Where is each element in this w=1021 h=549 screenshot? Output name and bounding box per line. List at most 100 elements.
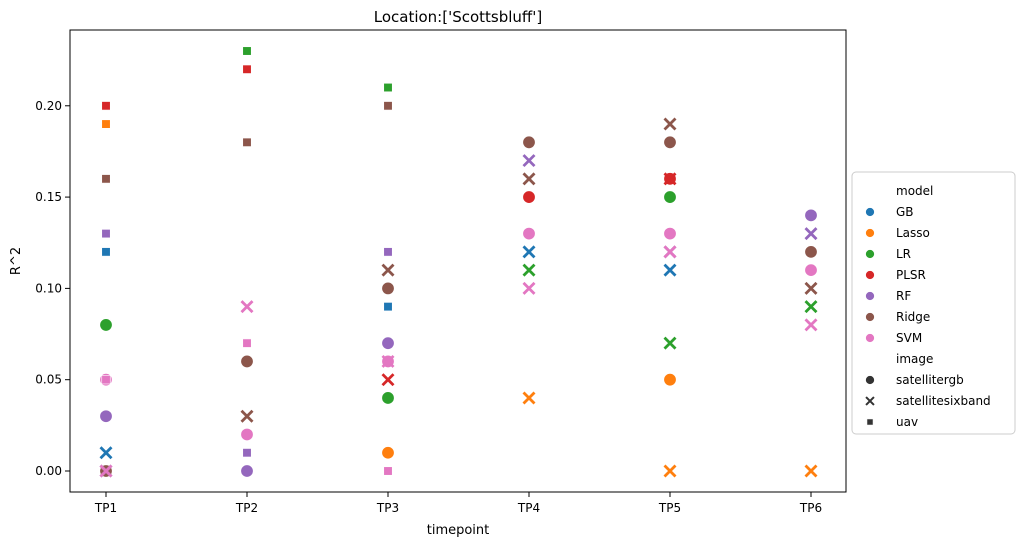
point-tp1-svm-satellitesixband: [99, 464, 113, 478]
x-tick-label: TP2: [235, 501, 258, 515]
x-tick-label: TP1: [94, 501, 117, 515]
legend-marker-satellitesixband: [865, 396, 875, 406]
point-tp6-lr-satellitesixband: [804, 300, 818, 314]
point-tp2-svm-uav: [242, 338, 252, 348]
point-tp5-ridge-satellitesixband: [663, 117, 677, 131]
point-tp4-lr-satellitesixband: [522, 263, 536, 277]
point-tp5-lr-satellitesixband: [663, 336, 677, 350]
point-tp6-ridge-satellitesixband: [804, 281, 818, 295]
y-axis-label: R^2: [9, 247, 24, 275]
x-tick-label: TP4: [517, 501, 540, 515]
y-tick-label: 0.05: [35, 373, 62, 387]
point-tp1-svm-uav: [101, 375, 111, 385]
x-tick-label: TP5: [658, 501, 681, 515]
data-points: [99, 46, 818, 478]
point-tp4-gb-satellitesixband: [522, 245, 536, 259]
y-tick-label: 0.10: [35, 281, 62, 295]
point-tp2-ridge-satellitesixband: [240, 409, 254, 423]
point-tp2-svm-satellitesixband: [240, 300, 254, 314]
point-tp2-ridge-uav: [242, 137, 252, 147]
point-tp3-gb-uav: [383, 302, 393, 312]
point-tp4-ridge-satellitesixband: [522, 172, 536, 186]
point-tp5-lr-satellitergb: [663, 190, 677, 204]
point-tp5-gb-satellitesixband: [663, 263, 677, 277]
legend-marker-lasso: [865, 228, 875, 238]
point-tp2-rf-satellitergb: [240, 464, 254, 478]
legend-label-ridge: Ridge: [896, 310, 930, 324]
point-tp2-plsr-uav: [242, 64, 252, 74]
x-tick-label: TP6: [799, 501, 822, 515]
point-tp5-ridge-satellitergb: [663, 135, 677, 150]
point-tp3-ridge-uav: [383, 101, 393, 111]
legend-label-rf: RF: [896, 289, 911, 303]
legend-marker-satellitergb: [865, 375, 875, 385]
point-tp5-plsr-satellitesixband: [663, 172, 677, 186]
point-tp5-lasso-satellitergb: [663, 372, 677, 387]
point-tp1-gb-uav: [101, 247, 111, 257]
legend-label-lr: LR: [896, 247, 911, 261]
x-axis-label: timepoint: [427, 523, 490, 538]
legend-marker-gb: [865, 207, 875, 217]
point-tp1-lr-satellitergb: [99, 318, 113, 332]
point-tp3-svm-uav: [383, 466, 393, 476]
legend-label-satellitergb: satellitergb: [896, 373, 964, 387]
point-tp3-rf-uav: [383, 247, 393, 257]
legend-label-plsr: PLSR: [896, 268, 926, 282]
legend-marker-plsr: [865, 270, 875, 280]
point-tp3-lr-satellitergb: [381, 391, 395, 405]
legend-marker-uav: [866, 418, 874, 426]
point-tp3-rf-satellitergb: [381, 336, 395, 350]
point-tp4-svm-satellitesixband: [522, 281, 536, 295]
legend-label-gb: GB: [896, 205, 914, 219]
axis-ticks: TP1 TP2 TP3 TP4 TP5 TP6 0.00 0.05 0.10 0.15 0.20: [35, 99, 822, 515]
point-tp2-rf-uav: [242, 448, 252, 458]
legend-title-model: model: [896, 184, 933, 198]
point-tp1-gb-satellitesixband: [99, 446, 113, 460]
point-tp3-ridge-satellitesixband: [381, 263, 395, 277]
point-tp6-svm-satellitesixband: [804, 318, 818, 332]
point-tp6-rf-satellitergb: [804, 208, 818, 223]
point-tp2-svm-satellitergb: [240, 427, 254, 442]
point-tp6-lasso-satellitesixband: [804, 464, 818, 478]
legend-marker-ridge: [865, 312, 875, 322]
point-tp4-plsr-satellitergb: [522, 190, 536, 204]
legend-label-satellitesixband: satellitesixband: [896, 394, 991, 408]
point-tp3-lasso-satellitergb: [381, 446, 395, 460]
point-tp1-rf-uav: [101, 229, 111, 239]
point-tp2-ridge-satellitergb: [240, 354, 254, 369]
point-tp1-lasso-uav: [101, 119, 111, 129]
point-tp5-svm-satellitesixband: [663, 245, 677, 259]
point-tp4-lasso-satellitesixband: [522, 391, 536, 405]
y-tick-label: 0.20: [35, 99, 62, 113]
point-tp1-ridge-uav: [101, 174, 111, 184]
point-tp3-lr-uav: [383, 82, 393, 93]
point-tp1-rf-satellitergb: [99, 409, 113, 423]
point-tp3-plsr-satellitesixband: [381, 373, 395, 387]
point-tp4-svm-satellitergb: [522, 226, 536, 241]
point-tp6-ridge-satellitergb: [804, 245, 818, 259]
legend-label-uav: uav: [896, 415, 918, 429]
point-tp2-lr-uav: [242, 46, 252, 56]
point-tp1-plsr-uav: [101, 101, 111, 111]
chart-title: Location:['Scottsbluff']: [374, 8, 543, 26]
point-tp3-ridge-satellitergb: [381, 281, 395, 296]
legend-frame: [851, 171, 1016, 435]
point-tp6-rf-satellitesixband: [804, 227, 818, 241]
point-tp5-lasso-satellitesixband: [663, 464, 677, 478]
legend: model GB Lasso LR PLSR RF Ridge SVM image satelli…: [851, 171, 1016, 435]
legend-items: model GB Lasso LR PLSR RF Ridge SVM image satelli…: [865, 184, 991, 429]
x-tick-label: TP3: [376, 501, 399, 515]
plot-area: TP1 TP2 TP3 TP4 TP5 TP6 0.00 0.05 0.10 0.15 0.20: [35, 29, 847, 515]
legend-marker-rf: [865, 291, 875, 301]
point-tp4-ridge-satellitergb: [522, 135, 536, 150]
legend-label-lasso: Lasso: [896, 226, 930, 240]
legend-title-image: image: [896, 352, 933, 366]
legend-label-svm: SVM: [896, 331, 922, 345]
point-tp6-svm-satellitergb: [804, 263, 818, 277]
point-tp5-svm-satellitergb: [663, 226, 677, 241]
y-tick-label: 0.15: [35, 190, 62, 204]
legend-marker-lr: [865, 249, 875, 259]
point-tp3-svm-satellitesixband: [381, 354, 395, 368]
